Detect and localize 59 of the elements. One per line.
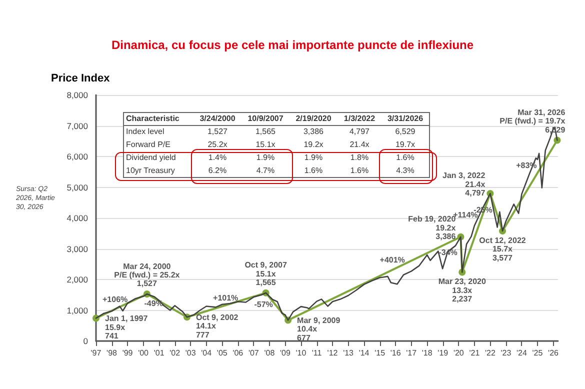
x-tick-label: '02 [170,348,181,358]
chart-title: Dinamica, cu focus pe cele mai importante puncte de inflexiune [111,38,474,52]
x-tick-label: '05 [216,348,228,358]
x-tick-label: '10 [296,348,307,358]
x-tick-label: '22 [484,348,496,358]
annotation: -49% [144,299,163,308]
annotation: Oct 12, 2022 15.7x 3,577 [479,236,526,262]
x-tick-label: '23 [500,348,512,358]
x-tick-label: '18 [422,348,433,358]
x-tick-label: '04 [201,348,212,358]
x-tick-label: '24 [516,348,528,358]
x-tick-label: '99 [122,348,134,358]
annotation: Mar 9, 2009 10.4x 677 [297,316,341,342]
text: Index level 1,527 1,565 3,386 4,797 6,529 [126,127,416,136]
text: Characteristic 3/24/2000 10/9/2007 2/19/2020 1/3/2022 3/31/2026 [126,114,424,123]
x-tick-label: '08 [264,348,276,358]
x-tick-label: '17 [406,348,418,358]
x-tick-label: '16 [390,348,402,358]
y-tick-label: 8,000 [66,90,88,100]
annotation: Oct 9, 2007 15.1x 1,565 [244,260,288,288]
x-tick-label: '19 [438,348,449,358]
x-tick-label: '13 [343,348,354,358]
x-tick-label: '97 [90,348,102,358]
x-tick-label: '98 [106,348,118,358]
annotation: Mar 23, 2020 13.3x 2,237 [438,277,486,304]
x-tick-label: '15 [374,348,386,358]
x-tick-label: '11 [312,348,322,358]
y-tick-label: 6,000 [66,152,88,162]
x-tick-label: '09 [280,348,291,358]
annotation: Jan 3, 2022 21.4x 4,797 [442,171,486,198]
annotation: +401% [380,255,405,264]
annotation: +106% [102,294,128,304]
x-tick-label: '03 [185,348,196,358]
y-tick-label: 1,000 [66,305,88,316]
text: Forward P/E 25.2x 15.1x 19.2x 21.4x 19.7x [126,140,416,149]
x-tick-label: '06 [232,348,244,358]
y-tick-label: 5,000 [66,182,88,192]
y-tick-label: 4,000 [66,213,88,223]
x-tick-label: '25 [532,348,544,358]
y-tick-label: 3,000 [66,244,88,254]
y-tick-label: 2,000 [66,274,88,284]
x-tick-label: '12 [327,348,338,358]
text: 10yr Treasury 6.2% 4.7% 1.6% 1.6% 4.3% [126,166,414,175]
y-tick-label: 7,000 [66,120,88,131]
x-tick-label: '20 [453,348,464,358]
x-tick-label: '26 [548,348,560,358]
annotation: Jan 1, 1997 15.9x 741 [105,314,148,340]
x-tick-label: '21 [469,348,480,358]
annotation: -57% [254,300,273,310]
y-tick-label: 0 [83,336,88,346]
annotation: Oct 9, 2002 14.1x 777 [196,312,239,340]
x-tick-label: '07 [248,348,260,358]
x-tick-label: '00 [138,348,150,358]
annotation: Mar 24, 2000 P/E (fwd.) = 25.2x 1,527 [114,262,180,288]
x-tick-label: '14 [358,348,370,358]
chart-subtitle: Price Index [51,72,111,84]
x-tick-label: '01 [154,348,165,358]
text: Dividend yield 1.4% 1.9% 1.9% 1.8% 1.6% [126,153,414,162]
annotation: +101% [213,294,238,303]
